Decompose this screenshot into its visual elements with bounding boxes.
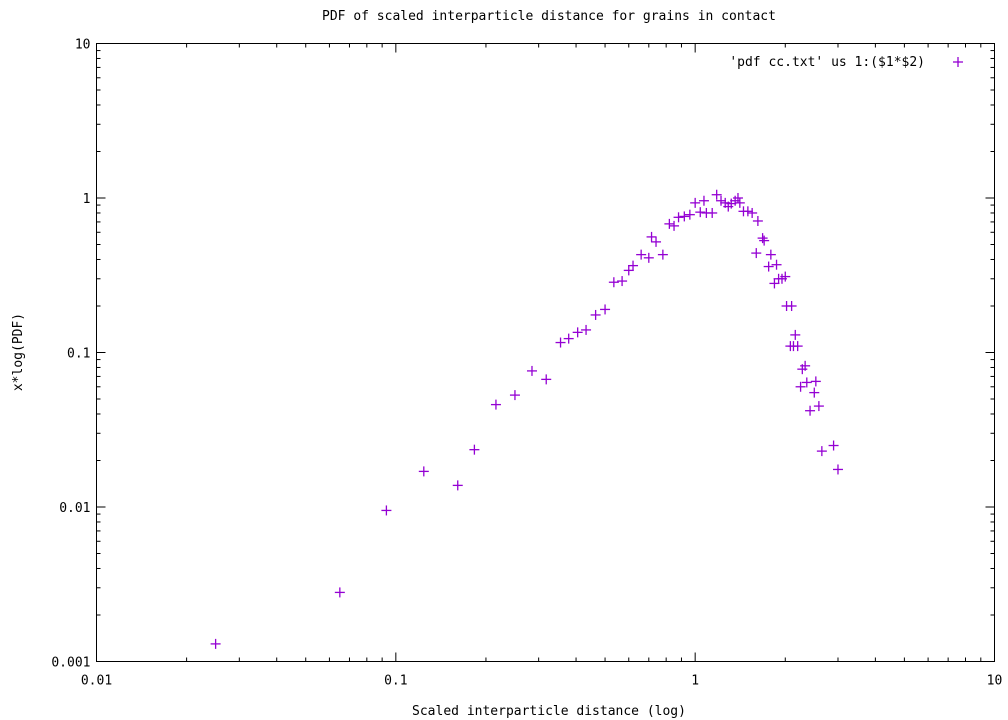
data-point <box>636 249 647 260</box>
data-point <box>800 360 811 371</box>
data-point <box>757 233 768 244</box>
data-point <box>832 464 843 475</box>
data-point <box>698 195 709 206</box>
data-point <box>555 337 566 348</box>
data-point <box>747 207 758 218</box>
data-point <box>563 333 574 344</box>
data-point <box>828 440 839 451</box>
data-point <box>795 381 806 392</box>
data-point <box>771 259 782 270</box>
data-point <box>646 231 657 242</box>
data-point <box>790 329 801 340</box>
data-point <box>780 271 791 282</box>
data-point <box>526 365 537 376</box>
legend-label: 'pdf cc.txt' us 1:($1*$2) <box>729 55 925 70</box>
data-point <box>732 193 743 203</box>
data-point <box>541 374 552 385</box>
data-point <box>684 209 695 220</box>
data-point <box>679 211 690 222</box>
data-point <box>334 587 345 598</box>
data-point <box>695 207 706 218</box>
data-point <box>664 218 675 229</box>
data-point <box>673 212 684 223</box>
y-tick-label: 0.1 <box>67 347 90 362</box>
axis-ticks: 0.01 0.1 1 10 0.001 0.01 0.1 1 10 <box>51 38 1002 689</box>
data-point <box>759 235 770 246</box>
data-point <box>792 341 803 352</box>
data-point <box>809 387 820 398</box>
data-point <box>707 207 718 218</box>
data-point <box>765 249 776 260</box>
data-point <box>469 444 480 455</box>
data-point <box>801 377 812 388</box>
data-points <box>210 189 843 649</box>
data-point <box>711 189 722 200</box>
legend: 'pdf cc.txt' us 1:($1*$2) <box>729 55 963 70</box>
data-point <box>716 195 727 206</box>
data-point <box>210 638 221 649</box>
data-point <box>769 278 780 289</box>
data-point <box>742 206 753 217</box>
data-point <box>810 376 821 387</box>
data-point <box>657 249 668 260</box>
y-tick-label: 10 <box>75 38 91 53</box>
plot-frame <box>96 43 995 662</box>
x-tick-label: 0.1 <box>384 674 407 689</box>
y-axis-label: x*log(PDF) <box>11 313 26 391</box>
data-point <box>617 276 628 287</box>
data-point <box>816 446 827 457</box>
data-point <box>381 505 392 516</box>
data-point <box>418 466 429 477</box>
x-axis-label: Scaled interparticle distance (log) <box>412 704 686 719</box>
x-tick-label: 10 <box>987 674 1003 689</box>
data-point <box>786 300 797 311</box>
y-tick-label: 0.001 <box>51 656 90 671</box>
data-point <box>590 309 601 320</box>
data-point <box>763 261 774 272</box>
data-point <box>581 324 592 335</box>
data-point <box>628 260 639 271</box>
x-tick-label: 0.01 <box>81 674 112 689</box>
legend-marker <box>953 57 963 67</box>
data-point <box>752 215 763 226</box>
data-point <box>643 252 654 263</box>
chart-title: PDF of scaled interparticle distance for… <box>322 9 776 24</box>
data-point <box>623 265 634 276</box>
x-tick-label: 1 <box>691 674 699 689</box>
data-point <box>572 327 583 338</box>
data-point <box>651 236 662 247</box>
data-point <box>452 480 463 491</box>
data-point <box>751 248 762 259</box>
data-point <box>608 277 619 288</box>
y-tick-label: 1 <box>83 192 91 207</box>
data-point <box>669 220 680 231</box>
data-point <box>805 405 816 416</box>
data-point <box>600 304 611 315</box>
data-point <box>490 399 501 410</box>
data-point <box>813 401 824 412</box>
data-point <box>690 197 701 208</box>
data-point <box>509 390 520 401</box>
data-point <box>734 197 745 208</box>
y-tick-label: 0.01 <box>59 501 90 516</box>
